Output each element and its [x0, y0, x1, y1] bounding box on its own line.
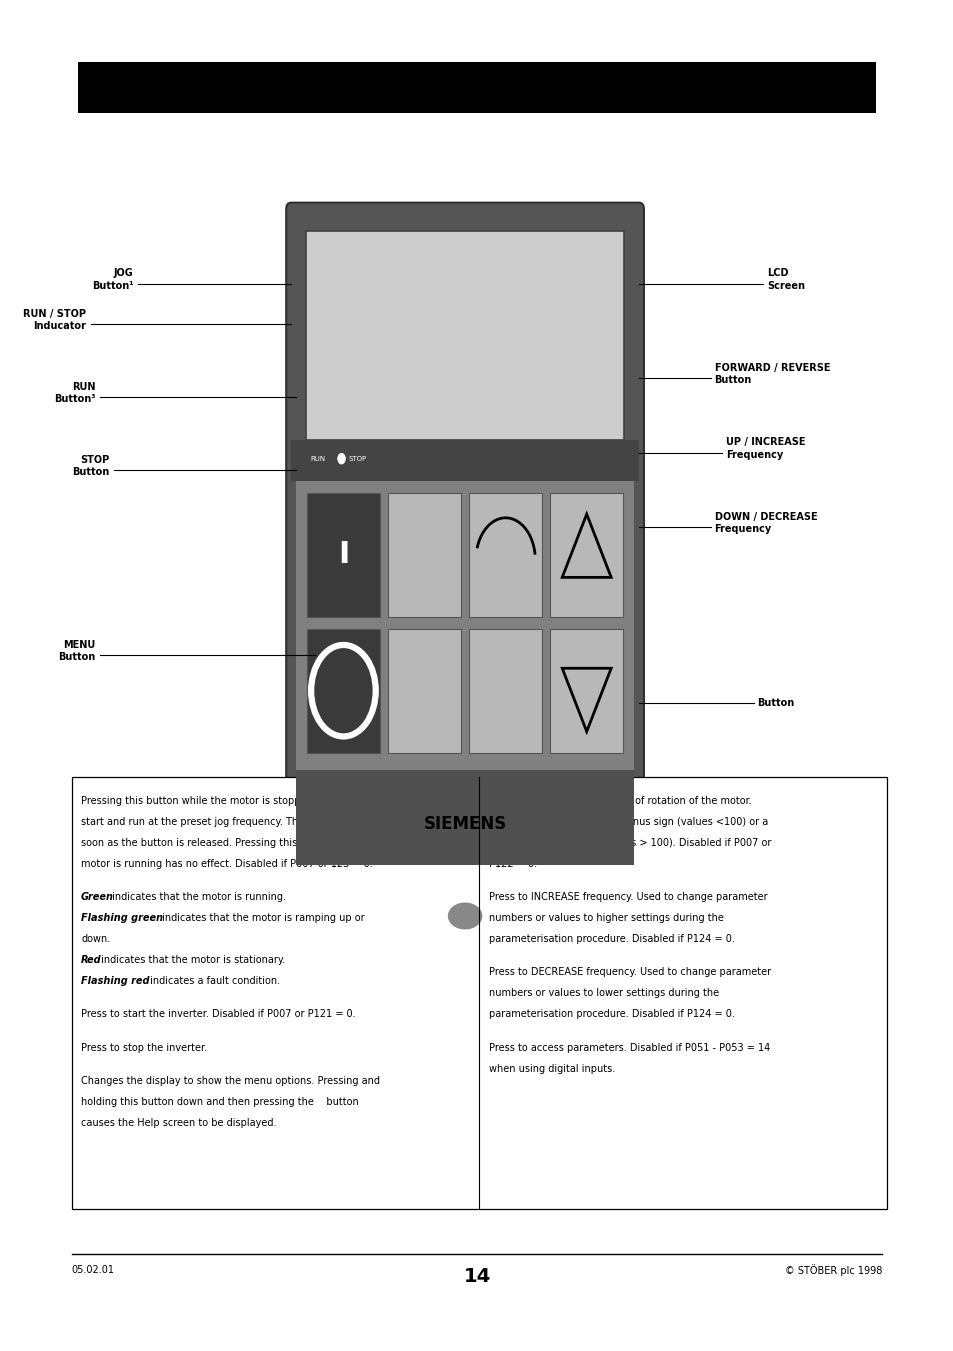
- Text: MENU
Button: MENU Button: [58, 640, 95, 662]
- Text: STOP: STOP: [348, 455, 366, 462]
- Bar: [78, 62, 875, 113]
- Bar: [469, 630, 541, 753]
- Text: STOP
Button: STOP Button: [72, 455, 110, 477]
- Text: soon as the button is released. Pressing this button while the: soon as the button is released. Pressing…: [81, 838, 380, 847]
- Bar: [295, 481, 634, 777]
- Text: RUN / STOP
Inducator: RUN / STOP Inducator: [23, 309, 86, 331]
- Text: Flashing red: Flashing red: [81, 975, 150, 986]
- Text: REVERSE is indicated by a minus sign (values <100) or a: REVERSE is indicated by a minus sign (va…: [488, 816, 767, 827]
- Bar: [550, 493, 622, 616]
- Text: Pressing this button while the motor is stopped causes it to: Pressing this button while the motor is …: [81, 796, 372, 805]
- Text: Press to DECREASE frequency. Used to change parameter: Press to DECREASE frequency. Used to cha…: [488, 967, 770, 978]
- Text: Press to access parameters. Disabled if P051 - P053 = 14: Press to access parameters. Disabled if …: [488, 1043, 769, 1052]
- Bar: [306, 231, 623, 440]
- FancyBboxPatch shape: [286, 203, 643, 878]
- Text: indicates that the motor is ramping up or: indicates that the motor is ramping up o…: [158, 913, 364, 923]
- Text: RUN
Button³: RUN Button³: [53, 382, 95, 404]
- Text: when using digital inputs.: when using digital inputs.: [488, 1063, 615, 1074]
- Text: causes the Help screen to be displayed.: causes the Help screen to be displayed.: [81, 1119, 276, 1128]
- Text: holding this button down and then pressing the    button: holding this button down and then pressi…: [81, 1097, 358, 1108]
- Text: UP / INCREASE
Frequency: UP / INCREASE Frequency: [725, 438, 804, 459]
- Text: FORWARD / REVERSE
Button: FORWARD / REVERSE Button: [714, 363, 829, 385]
- Bar: [469, 493, 541, 616]
- Bar: [71, 777, 886, 1209]
- Text: LCD
Screen: LCD Screen: [766, 269, 804, 290]
- Text: Green: Green: [81, 892, 114, 902]
- Circle shape: [337, 454, 345, 465]
- Text: numbers or values to higher settings during the: numbers or values to higher settings dur…: [488, 913, 723, 923]
- Text: indicates that the motor is running.: indicates that the motor is running.: [109, 892, 286, 902]
- Bar: [550, 630, 622, 753]
- Text: indicates that the motor is stationary.: indicates that the motor is stationary.: [97, 955, 285, 965]
- Text: parameterisation procedure. Disabled if P124 = 0.: parameterisation procedure. Disabled if …: [488, 1009, 734, 1020]
- Text: Press to start the inverter. Disabled if P007 or P121 = 0.: Press to start the inverter. Disabled if…: [81, 1009, 355, 1020]
- Text: JOG
Button¹: JOG Button¹: [91, 269, 133, 290]
- Bar: [291, 440, 639, 481]
- Text: P122 = 0.: P122 = 0.: [488, 859, 537, 869]
- Text: flashing decimal point (values > 100). Disabled if P007 or: flashing decimal point (values > 100). D…: [488, 838, 770, 847]
- Text: indicates a fault condition.: indicates a fault condition.: [148, 975, 280, 986]
- Text: 05.02.01: 05.02.01: [71, 1265, 114, 1274]
- Text: DOWN / DECREASE
Frequency: DOWN / DECREASE Frequency: [714, 512, 817, 534]
- Text: SIEMENS: SIEMENS: [423, 815, 506, 834]
- Text: Red: Red: [81, 955, 102, 965]
- Bar: [307, 493, 379, 616]
- Bar: [388, 630, 460, 753]
- Polygon shape: [434, 874, 496, 942]
- Text: Button: Button: [757, 697, 794, 708]
- Text: I: I: [337, 540, 349, 569]
- Text: Changes the display to show the menu options. Pressing and: Changes the display to show the menu opt…: [81, 1077, 379, 1086]
- Text: parameterisation procedure. Disabled if P124 = 0.: parameterisation procedure. Disabled if …: [488, 934, 734, 944]
- Text: 14: 14: [463, 1267, 490, 1286]
- Text: start and run at the preset jog frequency. The motor stops as: start and run at the preset jog frequenc…: [81, 816, 379, 827]
- Text: Press to stop the inverter.: Press to stop the inverter.: [81, 1043, 207, 1052]
- Bar: [295, 770, 634, 865]
- Bar: [388, 493, 460, 616]
- Text: Flashing green: Flashing green: [81, 913, 163, 923]
- Text: Press to change the direction of rotation of the motor.: Press to change the direction of rotatio…: [488, 796, 751, 805]
- Text: numbers or values to lower settings during the: numbers or values to lower settings duri…: [488, 989, 719, 998]
- Text: Press to INCREASE frequency. Used to change parameter: Press to INCREASE frequency. Used to cha…: [488, 892, 767, 902]
- Text: RUN: RUN: [310, 455, 325, 462]
- Text: motor is running has no effect. Disabled if P007 or 123 = 0.: motor is running has no effect. Disabled…: [81, 859, 373, 869]
- Text: down.: down.: [81, 934, 111, 944]
- Ellipse shape: [447, 902, 482, 929]
- Bar: [307, 630, 379, 753]
- Text: © STÖBER plc 1998: © STÖBER plc 1998: [784, 1265, 882, 1277]
